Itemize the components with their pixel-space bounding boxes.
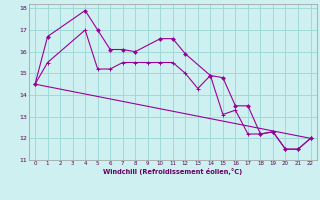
X-axis label: Windchill (Refroidissement éolien,°C): Windchill (Refroidissement éolien,°C): [103, 168, 243, 175]
